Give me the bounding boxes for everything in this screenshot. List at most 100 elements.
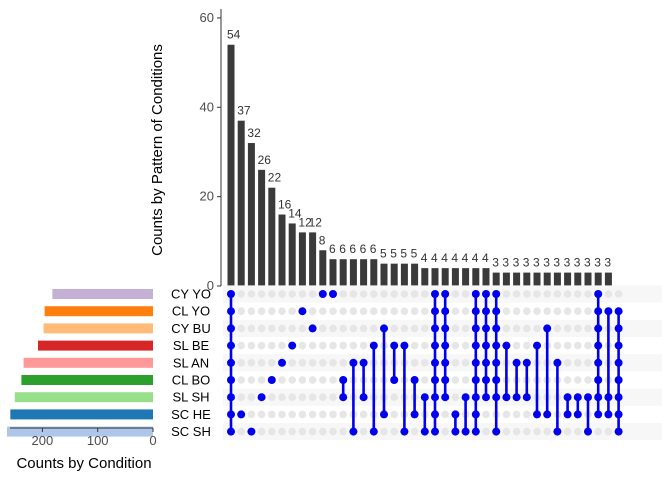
matrix-empty-dot	[329, 427, 337, 436]
matrix-filled-dot	[492, 358, 501, 367]
matrix-empty-dot	[421, 307, 429, 316]
matrix-empty-dot	[339, 427, 348, 436]
matrix-filled-dot	[278, 358, 286, 367]
matrix-empty-dot	[329, 324, 337, 333]
matrix-filled-dot	[431, 307, 439, 316]
matrix-filled-dot	[614, 341, 623, 350]
matrix-empty-dot	[319, 341, 327, 350]
bar-value-label: 4	[451, 251, 458, 265]
matrix-empty-dot	[308, 376, 317, 384]
matrix-filled-dot	[308, 324, 317, 333]
bar-value-label: 22	[268, 171, 282, 185]
matrix-empty-dot	[247, 307, 256, 316]
matrix-empty-dot	[359, 307, 368, 316]
matrix-empty-dot	[278, 427, 286, 436]
matrix-filled-dot	[512, 358, 521, 367]
matrix-empty-dot	[319, 307, 327, 316]
matrix-empty-dot	[523, 324, 531, 333]
matrix-empty-dot	[553, 307, 562, 316]
matrix-filled-dot	[594, 324, 603, 333]
matrix-empty-dot	[329, 359, 337, 367]
matrix-filled-dot	[227, 410, 235, 419]
matrix-filled-dot	[390, 341, 399, 350]
intersection-bar	[227, 44, 235, 286]
matrix-filled-dot	[267, 376, 276, 384]
bar-value-label: 4	[462, 251, 469, 265]
matrix-filled-dot	[492, 376, 501, 384]
matrix-empty-dot	[288, 307, 297, 316]
intersection-bar	[288, 223, 296, 286]
matrix-empty-dot	[278, 376, 286, 384]
matrix-filled-dot	[543, 324, 552, 333]
matrix-empty-dot	[502, 410, 511, 419]
matrix-empty-dot	[339, 410, 348, 419]
matrix-empty-dot	[257, 324, 266, 333]
matrix-filled-dot	[492, 341, 501, 350]
matrix-empty-dot	[370, 290, 378, 298]
matrix-empty-dot	[512, 410, 521, 419]
matrix-empty-dot	[533, 307, 541, 316]
matrix-empty-dot	[512, 427, 521, 436]
matrix-empty-dot	[247, 341, 256, 350]
matrix-empty-dot	[390, 410, 399, 419]
matrix-filled-dot	[604, 410, 613, 419]
matrix-filled-dot	[584, 427, 592, 436]
matrix-empty-dot	[339, 341, 348, 350]
bar-value-label: 4	[472, 251, 479, 265]
matrix-filled-dot	[594, 393, 603, 402]
matrix-filled-dot	[594, 410, 603, 419]
matrix-filled-dot	[492, 290, 501, 298]
matrix-empty-dot	[563, 376, 572, 384]
intersection-bar	[584, 272, 592, 286]
matrix-empty-dot	[451, 341, 460, 350]
matrix-filled-dot	[533, 410, 541, 419]
set-size-panel: CY YO CL YO CY BU SL BE SL AN CL BO SL SH SC HE…	[7, 287, 211, 448]
bar-value-label: 4	[441, 251, 448, 265]
bar-value-label: 5	[390, 247, 397, 261]
matrix-empty-dot	[319, 324, 327, 333]
intersection-bar	[258, 169, 266, 286]
matrix-empty-dot	[319, 410, 327, 419]
matrix-empty-dot	[563, 341, 572, 350]
matrix-filled-dot	[482, 358, 490, 367]
matrix-empty-dot	[288, 290, 297, 298]
matrix-filled-dot	[359, 358, 368, 367]
intersection-bar	[441, 268, 449, 286]
set-size-bar	[43, 323, 154, 334]
matrix-empty-dot	[482, 427, 490, 436]
matrix-filled-dot	[441, 307, 450, 316]
bar-value-label: 3	[523, 256, 530, 270]
intersection-bar	[390, 263, 398, 286]
matrix-empty-dot	[594, 427, 602, 436]
matrix-empty-dot	[451, 290, 460, 298]
set-size-tick-label: 100	[87, 433, 109, 448]
bar-value-label: 5	[400, 247, 407, 261]
matrix-empty-dot	[247, 410, 256, 419]
intersection-bar	[339, 259, 347, 286]
matrix-filled-dot	[614, 427, 623, 436]
matrix-empty-dot	[319, 393, 327, 402]
bar-value-label: 6	[329, 242, 336, 256]
matrix-filled-dot	[492, 427, 501, 436]
matrix-filled-dot	[471, 290, 480, 298]
matrix-filled-dot	[482, 307, 490, 316]
matrix-empty-dot	[298, 410, 307, 419]
matrix-empty-dot	[329, 410, 337, 419]
matrix-filled-dot	[441, 324, 450, 333]
intersection-bar	[513, 272, 521, 286]
matrix-empty-dot	[380, 290, 388, 298]
matrix-filled-dot	[410, 410, 419, 419]
matrix-empty-dot	[390, 427, 399, 436]
matrix-filled-dot	[461, 393, 470, 402]
matrix-empty-dot	[329, 393, 337, 402]
matrix-filled-dot	[431, 290, 439, 298]
matrix-filled-dot	[471, 427, 480, 436]
set-name-label: SC HE	[171, 407, 211, 422]
matrix-empty-dot	[523, 290, 531, 298]
intersection-bar	[462, 268, 470, 286]
set-size-bar	[14, 392, 153, 403]
intersection-bar	[247, 143, 255, 286]
matrix-empty-dot	[298, 290, 307, 298]
intersection-bar	[502, 272, 510, 286]
bar-value-label: 3	[553, 256, 560, 270]
